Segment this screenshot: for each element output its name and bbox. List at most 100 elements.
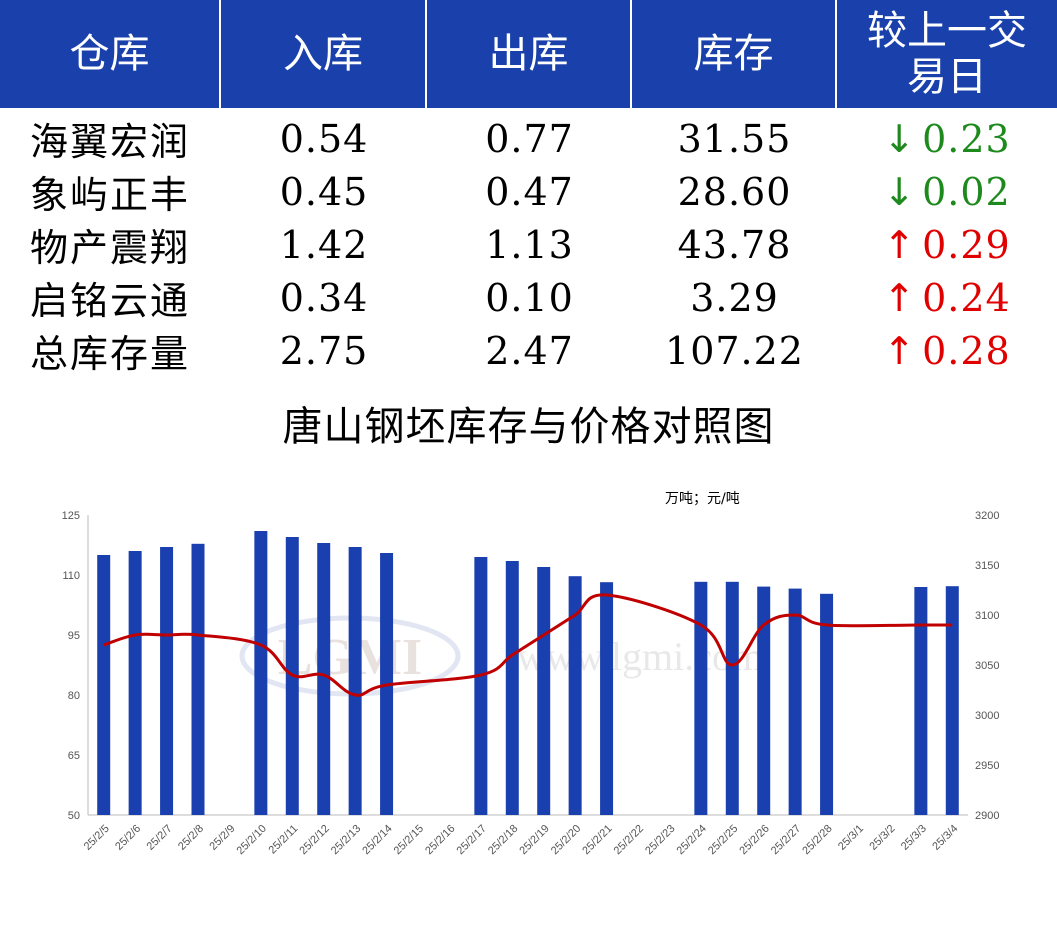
change-value: 0.23 — [922, 116, 1011, 161]
unit-label: 万吨；元/吨 — [665, 491, 740, 507]
out-value: 0.10 — [485, 275, 574, 320]
right-tick-label: 3150 — [975, 560, 999, 572]
bar — [537, 567, 551, 815]
table-row: 物产震翔 1.42 1.13 43.78 ↑ 0.29 — [0, 218, 1057, 271]
left-tick-label: 65 — [68, 750, 80, 762]
bar — [945, 586, 959, 815]
bar — [788, 588, 802, 815]
warehouse-name: 海翼宏润 — [30, 120, 191, 164]
bar — [505, 561, 519, 815]
left-tick-label: 50 — [68, 810, 80, 822]
header-out: 出库 — [427, 0, 632, 108]
stock-value: 43.78 — [677, 222, 792, 267]
in-value: 0.45 — [279, 169, 369, 214]
table-row: 总库存量 2.75 2.47 107.22 ↑ 0.28 — [0, 324, 1057, 377]
x-tick-label: 25/2/14 — [360, 823, 394, 857]
change-cell: ↑ 0.24 — [837, 276, 1057, 320]
change-value: 0.29 — [922, 222, 1011, 267]
warehouse-name: 象屿正丰 — [30, 173, 191, 217]
x-tick-label: 25/2/15 — [392, 823, 426, 857]
change-cell: ↓ 0.02 — [837, 170, 1057, 214]
bar — [725, 581, 739, 815]
out-value: 1.13 — [485, 222, 574, 267]
bar — [600, 582, 614, 815]
warehouse-name: 启铭云通 — [30, 279, 191, 323]
left-tick-label: 110 — [62, 570, 80, 582]
warehouse-name: 总库存量 — [30, 332, 191, 376]
x-tick-label: 25/2/16 — [423, 823, 457, 857]
header-warehouse: 仓库 — [0, 0, 221, 108]
right-tick-label: 2900 — [975, 810, 999, 822]
x-tick-label: 25/3/2 — [867, 823, 897, 853]
x-tick-label: 25/2/18 — [486, 823, 520, 857]
bar — [160, 547, 174, 815]
bar — [128, 551, 142, 815]
bar — [97, 555, 111, 815]
bar — [757, 586, 771, 815]
arrow-up-icon: ↑ — [883, 222, 917, 267]
stock-value: 107.22 — [665, 328, 804, 373]
change-cell: ↑ 0.28 — [837, 329, 1057, 373]
bar — [254, 531, 268, 815]
x-tick-label: 25/3/1 — [836, 823, 866, 853]
x-tick-label: 25/2/22 — [612, 823, 646, 857]
x-tick-label: 25/2/11 — [267, 823, 301, 857]
bar — [568, 576, 582, 815]
header-in: 入库 — [221, 0, 427, 108]
x-tick-label: 25/2/28 — [800, 823, 834, 857]
right-tick-label: 3100 — [975, 610, 999, 622]
stock-value: 31.55 — [677, 116, 792, 161]
warehouse-name: 物产震翔 — [30, 226, 191, 270]
left-tick-label: 125 — [62, 510, 80, 522]
x-tick-label: 25/2/27 — [769, 823, 803, 857]
out-value: 0.47 — [485, 169, 574, 214]
arrow-down-icon: ↓ — [883, 116, 917, 161]
x-tick-label: 25/2/23 — [643, 823, 677, 857]
change-value: 0.24 — [922, 275, 1011, 320]
x-tick-label: 25/2/25 — [706, 823, 740, 857]
header-change: 较上一交易日 — [837, 0, 1057, 108]
arrow-up-icon: ↑ — [883, 328, 917, 373]
left-tick-label: 80 — [68, 690, 80, 702]
out-value: 0.77 — [485, 116, 574, 161]
in-value: 0.34 — [279, 275, 369, 320]
change-cell: ↑ 0.29 — [837, 223, 1057, 267]
change-value: 0.28 — [922, 328, 1011, 373]
x-tick-label: 25/2/20 — [549, 823, 583, 857]
chart-title: 唐山钢坯库存与价格对照图 — [282, 404, 775, 450]
in-value: 0.54 — [279, 116, 369, 161]
bar — [914, 587, 928, 815]
stock-value: 3.29 — [690, 275, 779, 320]
bar — [474, 557, 488, 815]
x-tick-label: 25/2/12 — [297, 823, 331, 857]
bar — [348, 547, 362, 815]
price-line — [103, 593, 953, 697]
arrow-up-icon: ↑ — [883, 275, 917, 320]
in-value: 2.75 — [279, 328, 369, 373]
x-tick-label: 25/2/21 — [580, 823, 614, 857]
change-cell: ↓ 0.23 — [837, 117, 1057, 161]
x-tick-label: 25/2/19 — [517, 823, 551, 857]
x-tick-label: 25/2/6 — [113, 823, 143, 853]
x-tick-label: 25/2/24 — [675, 823, 709, 857]
table-header: 仓库 入库 出库 库存 较上一交易日 — [0, 0, 1057, 108]
x-tick-label: 25/3/3 — [899, 823, 929, 853]
left-tick-label: 95 — [68, 630, 80, 642]
x-tick-label: 25/2/8 — [176, 823, 206, 853]
x-tick-label: 25/2/10 — [235, 823, 269, 857]
bar — [317, 543, 331, 815]
right-tick-label: 3000 — [975, 710, 999, 722]
table-row: 象屿正丰 0.45 0.47 28.60 ↓ 0.02 — [0, 165, 1057, 218]
out-value: 2.47 — [485, 328, 574, 373]
change-value: 0.02 — [922, 169, 1011, 214]
x-tick-label: 25/2/26 — [737, 823, 771, 857]
x-tick-label: 25/3/4 — [930, 823, 960, 853]
stock-value: 28.60 — [677, 169, 792, 214]
header-stock: 库存 — [632, 0, 837, 108]
right-tick-label: 3200 — [975, 510, 999, 522]
in-value: 1.42 — [279, 222, 369, 267]
table-row: 海翼宏润 0.54 0.77 31.55 ↓ 0.23 — [0, 112, 1057, 165]
x-tick-label: 25/2/17 — [455, 823, 489, 857]
bar — [820, 593, 834, 815]
